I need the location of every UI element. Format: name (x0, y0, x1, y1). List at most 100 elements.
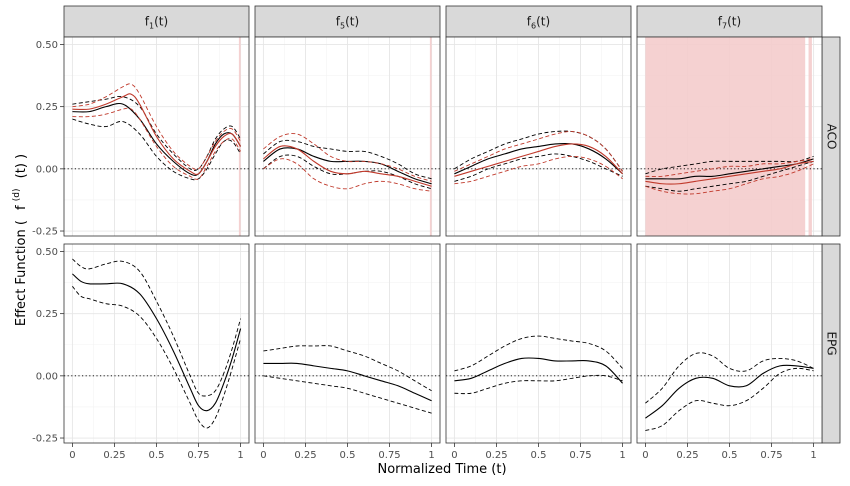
y-tick-label: -0.25 (32, 434, 58, 445)
x-tick-label: 1 (619, 450, 625, 461)
x-tick-label: 0.25 (103, 450, 125, 461)
x-tick-label: 0 (260, 450, 266, 461)
column-strip-label: f7(t) (718, 15, 741, 31)
x-tick-label: 0.75 (569, 450, 591, 461)
strip-label-sub: 5 (340, 22, 345, 31)
strip-label-sub: 1 (149, 22, 154, 31)
panel-epg-col0 (63, 243, 250, 444)
confidence-bound-black (263, 375, 432, 414)
estimate-line-black (454, 142, 623, 175)
y-tick-label: 0.50 (36, 247, 58, 258)
x-tick-label: 0.5 (722, 450, 738, 461)
confidence-bound-black (454, 335, 623, 372)
confidence-bound-red (72, 107, 241, 180)
estimate-line-black (72, 273, 242, 412)
estimate-line-black (72, 102, 242, 176)
confidence-bound-black (72, 95, 241, 171)
row-strip-label: ACO (825, 124, 839, 150)
panel-border (254, 243, 441, 444)
confidence-bound-red (454, 155, 623, 185)
confidence-bound-black (645, 160, 814, 192)
confidence-bound-black (454, 153, 623, 182)
significance-band (645, 37, 806, 236)
panel-aco-col1 (254, 36, 441, 237)
strip-label-name: f (718, 15, 723, 29)
panel-border (63, 36, 250, 237)
confidence-bound-black (263, 345, 432, 392)
y-axis-title-sup: (d) (12, 188, 22, 201)
estimate-line-black (454, 357, 623, 384)
strip-label-name: f (336, 15, 341, 29)
panel-plot-area (64, 37, 249, 236)
strip-label-sub: 7 (722, 22, 727, 31)
confidence-bound-black (72, 286, 242, 429)
panel-plot-area (255, 37, 440, 236)
y-axis-title-tail: (t) ) (14, 154, 29, 178)
column-strip-box (636, 5, 823, 38)
panel-border (254, 36, 441, 237)
panel-border (63, 243, 250, 444)
column-strip-3: f7(t) (636, 5, 823, 38)
confidence-bound-red (72, 83, 241, 171)
x-tick-label: 0.75 (760, 450, 782, 461)
column-strip-label: f5(t) (336, 15, 359, 31)
panel-aco-col2 (445, 36, 632, 237)
panel-aco-col0 (63, 36, 250, 237)
column-strip-2: f6(t) (445, 5, 632, 38)
y-axis-title-main: Effect Function ( (14, 220, 29, 326)
y-tick-label: 0.50 (36, 40, 58, 51)
panel-plot-area (64, 258, 249, 429)
strip-label-suffix: (t) (345, 15, 359, 29)
x-tick-label: 0.75 (378, 450, 400, 461)
estimate-line-red (454, 143, 623, 177)
estimate-line-red (72, 93, 242, 176)
row-strip-label: EPG (825, 331, 839, 355)
column-strip-box (254, 5, 441, 38)
x-tick-label: 0.25 (676, 450, 698, 461)
estimate-line-black (263, 362, 432, 402)
significance-band (808, 37, 812, 236)
panel-plot-area (255, 345, 440, 414)
strip-label-suffix: (t) (727, 15, 741, 29)
x-tick-label: 1 (237, 450, 243, 461)
confidence-bound-black (645, 155, 814, 175)
estimate-line-red (263, 145, 432, 187)
x-tick-label: 1 (810, 450, 816, 461)
panel-plot-area (446, 130, 631, 185)
panel-plot-area (637, 37, 822, 236)
y-tick-label: 0.25 (36, 102, 58, 113)
confidence-bound-black (645, 352, 814, 404)
column-strip-label: f6(t) (527, 15, 550, 31)
confidence-bound-red (645, 163, 814, 195)
x-tick-label: 0 (69, 450, 75, 461)
panel-epg-col2 (445, 243, 632, 444)
confidence-bound-black (454, 130, 623, 172)
x-tick-label: 1 (428, 450, 434, 461)
column-strip-1: f5(t) (254, 5, 441, 38)
column-strip-0: f1(t) (63, 5, 250, 38)
panel-border (445, 243, 632, 444)
y-tick-label: 0.25 (36, 309, 58, 320)
x-tick-label: 0.25 (485, 450, 507, 461)
column-strip-label: f1(t) (145, 15, 168, 31)
x-axis-title: Normalized Time (t) (377, 462, 506, 477)
significance-band (429, 37, 432, 236)
strip-label-name: f (145, 15, 150, 29)
strip-label-suffix: (t) (536, 15, 550, 29)
estimate-line-red (645, 160, 814, 185)
panel-epg-col3 (636, 243, 823, 444)
y-tick-label: 0.00 (36, 164, 58, 175)
confidence-bound-black (72, 258, 242, 397)
x-tick-label: 0 (642, 450, 648, 461)
estimate-line-black (263, 147, 432, 185)
confidence-bound-red (645, 158, 814, 177)
confidence-bound-black (263, 139, 432, 180)
panel-border (636, 36, 823, 237)
confidence-bound-red (263, 133, 432, 182)
x-tick-label: 0.5 (531, 450, 547, 461)
x-tick-label: 0.5 (149, 450, 165, 461)
confidence-bound-red (263, 158, 432, 192)
panel-border (445, 36, 632, 237)
significance-band (238, 37, 241, 236)
confidence-bound-black (645, 367, 814, 431)
